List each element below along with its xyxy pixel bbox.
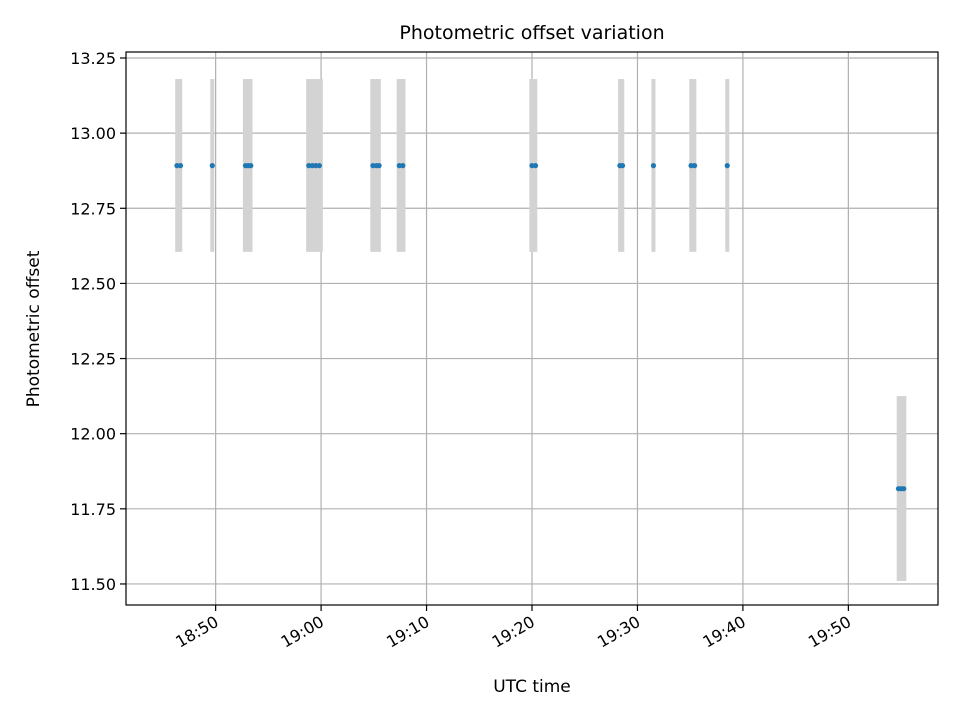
data-point	[209, 163, 215, 169]
y-tick-label: 12.00	[70, 425, 116, 444]
data-point	[901, 486, 907, 492]
y-tick-label: 12.25	[70, 350, 116, 369]
y-axis-title: Photometric offset	[24, 250, 44, 407]
data-point	[691, 163, 698, 169]
y-tick-label: 11.50	[70, 575, 116, 594]
data-point	[248, 163, 254, 169]
data-point	[532, 163, 539, 169]
y-axis: 11.50 11.75 12.00 12.25 12.50 12.75 13.00 13.25	[70, 49, 126, 594]
data-point	[400, 163, 406, 169]
data-point	[724, 163, 730, 169]
x-axis-title: UTC time	[493, 677, 571, 697]
y-tick-label: 12.50	[70, 274, 116, 293]
data-points	[174, 163, 907, 492]
data-point	[177, 163, 184, 169]
y-tick-label: 11.75	[70, 500, 116, 519]
y-tick-label: 13.00	[70, 124, 116, 143]
data-point	[316, 163, 322, 169]
data-point	[376, 163, 382, 169]
data-point	[619, 163, 626, 169]
chart-title: Photometric offset variation	[399, 22, 664, 44]
y-tick-label: 12.75	[70, 199, 116, 218]
data-point	[650, 163, 657, 169]
y-tick-label: 13.25	[70, 49, 116, 68]
